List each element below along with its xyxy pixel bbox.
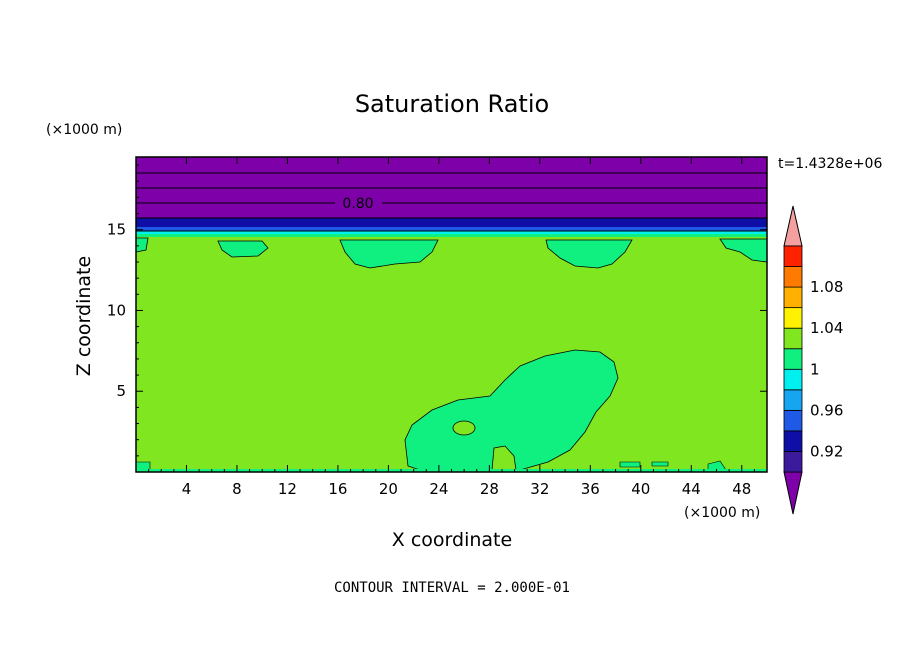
colorbar-bin — [783, 430, 803, 452]
y-tick-label: 10 — [107, 301, 126, 319]
colorbar-lower-arrow — [783, 471, 803, 515]
x-axis-label: X coordinate — [392, 529, 512, 551]
colorbar-bin — [783, 245, 803, 267]
colorbar-bin — [783, 286, 803, 309]
time-label: t=1.4328e+06 — [778, 156, 882, 172]
moist-blob-2 — [339, 239, 439, 269]
moist-blob-5 — [135, 237, 149, 253]
transition-band-1 — [136, 218, 767, 227]
x-tick-label: 36 — [581, 480, 600, 498]
colorbar-bin — [783, 409, 803, 432]
colorbar-bin — [783, 307, 803, 329]
moist-blob-3 — [545, 239, 633, 269]
y-axis-label: Z coordinate — [73, 256, 95, 376]
transition-band-2 — [136, 227, 767, 231]
colorbar-label: 1 — [810, 360, 820, 378]
x-tick-label: 28 — [480, 480, 499, 498]
transition-band-3 — [136, 231, 767, 234]
y-tick-label: 15 — [107, 221, 126, 239]
colorbar-bin — [783, 451, 803, 473]
colorbar-label: 0.96 — [810, 401, 843, 419]
x-tick-label: 12 — [278, 480, 297, 498]
x-ticks: 4 8 12 16 20 24 28 32 36 40 44 48 — [148, 157, 755, 498]
contour-interval-footer: CONTOUR INTERVAL = 2.000E-01 — [334, 580, 570, 596]
x-tick-label: 16 — [328, 480, 347, 498]
x-tick-label: 44 — [682, 480, 701, 498]
surface-strip-2 — [619, 461, 641, 468]
x-tick-label: 48 — [732, 480, 751, 498]
surface-strip-3 — [651, 461, 669, 467]
x-tick-label: 40 — [631, 480, 650, 498]
y-ticks: 5 10 15 — [107, 164, 767, 457]
x-tick-label: 4 — [182, 480, 192, 498]
chart-title: Saturation Ratio — [355, 90, 549, 118]
moist-plume — [404, 349, 619, 471]
plume-hole — [452, 420, 476, 436]
x-tick-label: 20 — [379, 480, 398, 498]
x-tick-label: 8 — [232, 480, 242, 498]
colorbar-bin — [783, 327, 803, 350]
x-tick-label: 32 — [530, 480, 549, 498]
colorbar-bin — [783, 266, 803, 288]
colorbar-label: 1.08 — [810, 278, 843, 296]
y-tick-label: 5 — [116, 382, 126, 400]
colorbar-bin — [783, 368, 803, 391]
colorbar-upper-arrow — [783, 205, 803, 247]
contour-label: 0.80 — [342, 196, 373, 212]
x-tick-label: 24 — [429, 480, 448, 498]
colorbar-bin — [783, 389, 803, 411]
y-unit-label: (×1000 m) — [46, 122, 122, 138]
surface-strip — [135, 461, 151, 471]
moist-blob-1 — [217, 240, 269, 258]
colorbar: 0.92 0.96 1 1.04 1.08 — [783, 205, 843, 515]
colorbar-label: 1.04 — [810, 319, 843, 337]
colorbar-bin — [783, 348, 803, 370]
x-unit-label: (×1000 m) — [684, 505, 760, 521]
transition-band-4 — [136, 234, 767, 237]
colorbar-label: 0.92 — [810, 442, 843, 460]
